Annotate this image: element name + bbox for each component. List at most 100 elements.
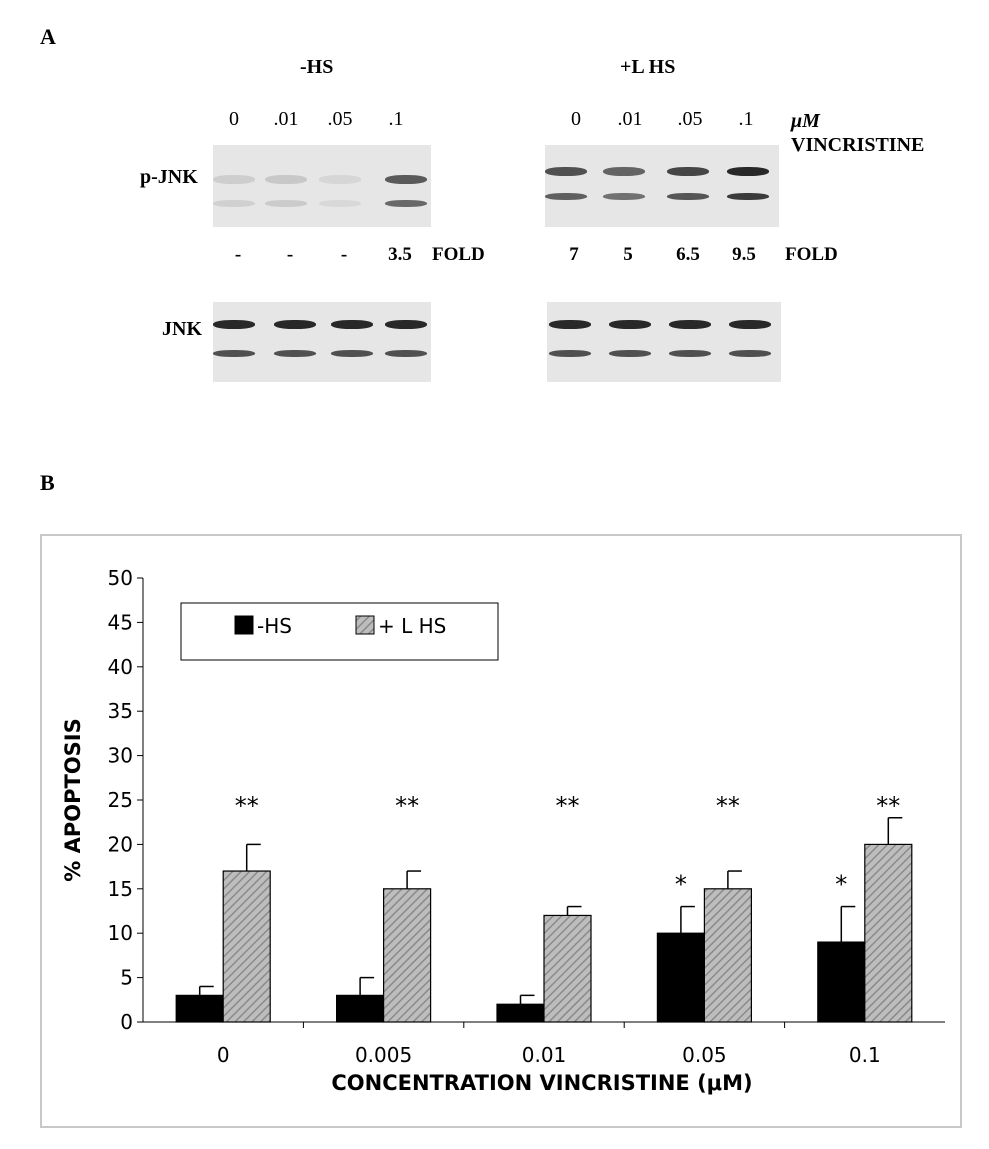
jnk-left-lane1-band1 (274, 350, 316, 357)
x-tick-label-2: 0.01 (522, 1043, 567, 1067)
row-label-p-jnk: p-JNK (140, 166, 198, 188)
significance-1-0: ** (235, 792, 259, 820)
p-jnk-right-lane3-band1 (727, 193, 769, 200)
y-tick-label-3: 15 (108, 877, 133, 901)
legend-box (180, 602, 499, 661)
y-tick-label-1: 5 (120, 966, 133, 990)
bar-minus-hs-1 (336, 994, 385, 1023)
jnk-right-lane3-band0 (729, 320, 771, 329)
p-jnk-right-lane3-band0 (727, 167, 769, 176)
y-tick-label-10: 50 (108, 566, 133, 590)
jnk-right-lane1-band1 (609, 350, 651, 357)
fold-value-right-1: 5 (623, 244, 633, 265)
lane-label-right-2: .05 (677, 108, 703, 130)
jnk-left-lane0-band1 (213, 350, 255, 357)
fold-word-right: FOLD (785, 244, 838, 265)
significance-0-4: * (835, 871, 847, 899)
blot-jnk-plus-l-hs (547, 302, 781, 382)
p-jnk-left-lane3-band0 (385, 175, 427, 184)
p-jnk-left-lane0-band0 (213, 175, 255, 184)
bar-minus-hs-3 (656, 932, 706, 1023)
jnk-right-lane2-band1 (669, 350, 711, 357)
jnk-right-lane1-band0 (609, 320, 651, 329)
bar-minus-hs-4 (817, 941, 866, 1023)
fold-value-left-1: - (286, 244, 294, 265)
significance-1-4: ** (876, 792, 900, 820)
fold-value-right-3: 9.5 (732, 244, 756, 265)
blot-p-jnk-plus-l-hs (545, 145, 779, 227)
condition-label-minus-hs: -HS (300, 56, 334, 78)
legend-swatch-1 (355, 615, 375, 635)
legend-label-1: + L HS (378, 614, 446, 638)
x-tick-label-3: 0.05 (682, 1043, 727, 1067)
bar-plus-l-hs-0 (222, 870, 271, 1023)
significance-0-3: * (675, 871, 687, 899)
p-jnk-left-lane3-band1 (385, 200, 427, 207)
y-axis-title: % APOPTOSIS (61, 718, 85, 881)
jnk-left-lane2-band0 (331, 320, 373, 329)
p-jnk-left-lane0-band1 (213, 200, 255, 207)
row-label-jnk: JNK (162, 318, 202, 340)
unit-mu: μM (791, 110, 820, 132)
legend-label-0: -HS (257, 614, 292, 638)
legend-swatch-0 (234, 615, 254, 635)
x-tick-label-0: 0 (217, 1043, 230, 1067)
lane-label-left-3: .1 (388, 108, 404, 130)
p-jnk-right-lane0-band1 (545, 193, 587, 200)
lane-label-left-1: .01 (273, 108, 299, 130)
condition-label-plus-l-hs: +L HS (620, 56, 676, 78)
jnk-right-lane3-band1 (729, 350, 771, 357)
bar-plus-l-hs-3 (703, 888, 753, 1023)
y-tick-label-7: 35 (108, 699, 133, 723)
p-jnk-left-lane2-band0 (319, 175, 361, 184)
lane-label-right-0: 0 (571, 108, 581, 130)
unit-label-vincristine: VINCRISTINE (791, 134, 925, 156)
jnk-left-lane3-band1 (385, 350, 427, 357)
bar-plus-l-hs-4 (864, 843, 913, 1023)
bar-minus-hs-0 (175, 994, 224, 1023)
p-jnk-left-lane1-band1 (265, 200, 307, 207)
unit-label-um: μM (791, 110, 820, 133)
x-tick-label-1: 0.005 (355, 1043, 412, 1067)
jnk-right-lane0-band1 (549, 350, 591, 357)
jnk-right-lane2-band0 (669, 320, 711, 329)
y-tick-label-8: 40 (108, 655, 133, 679)
jnk-left-lane3-band0 (385, 320, 427, 329)
jnk-right-lane0-band0 (549, 320, 591, 329)
lane-label-left-2: .05 (327, 108, 353, 130)
lane-label-right-1: .01 (617, 108, 643, 130)
fold-value-left-3: 3.5 (388, 244, 412, 265)
y-tick-label-4: 20 (108, 832, 133, 856)
jnk-left-lane0-band0 (213, 320, 255, 329)
bar-plus-l-hs-2 (543, 914, 592, 1023)
p-jnk-right-lane2-band1 (667, 193, 709, 200)
fold-value-right-2: 6.5 (676, 244, 700, 265)
p-jnk-right-lane1-band0 (603, 167, 645, 176)
y-tick-label-6: 30 (108, 744, 133, 768)
y-tick-label-9: 45 (108, 610, 133, 634)
fold-value-left-2: - (340, 244, 348, 265)
p-jnk-left-lane1-band0 (265, 175, 307, 184)
significance-1-1: ** (395, 792, 419, 820)
fold-value-right-0: 7 (569, 244, 579, 265)
y-tick-label-5: 25 (108, 788, 133, 812)
p-jnk-right-lane2-band0 (667, 167, 709, 176)
panel-b-letter: B (40, 470, 55, 495)
blot-jnk-minus-hs (213, 302, 431, 382)
jnk-left-lane1-band0 (274, 320, 316, 329)
y-tick-label-2: 10 (108, 921, 133, 945)
blot-p-jnk-minus-hs (213, 145, 431, 227)
jnk-left-lane2-band1 (331, 350, 373, 357)
p-jnk-left-lane2-band1 (319, 200, 361, 207)
bar-plus-l-hs-1 (383, 888, 432, 1023)
bar-minus-hs-2 (496, 1003, 545, 1023)
significance-1-2: ** (556, 792, 580, 820)
panel-a-letter: A (40, 24, 56, 49)
lane-label-right-3: .1 (738, 108, 754, 130)
y-tick-label-0: 0 (120, 1010, 133, 1034)
fold-value-left-0: - (234, 244, 242, 265)
p-jnk-right-lane1-band1 (603, 193, 645, 200)
lane-label-left-0: 0 (229, 108, 239, 130)
significance-1-3: ** (716, 792, 740, 820)
